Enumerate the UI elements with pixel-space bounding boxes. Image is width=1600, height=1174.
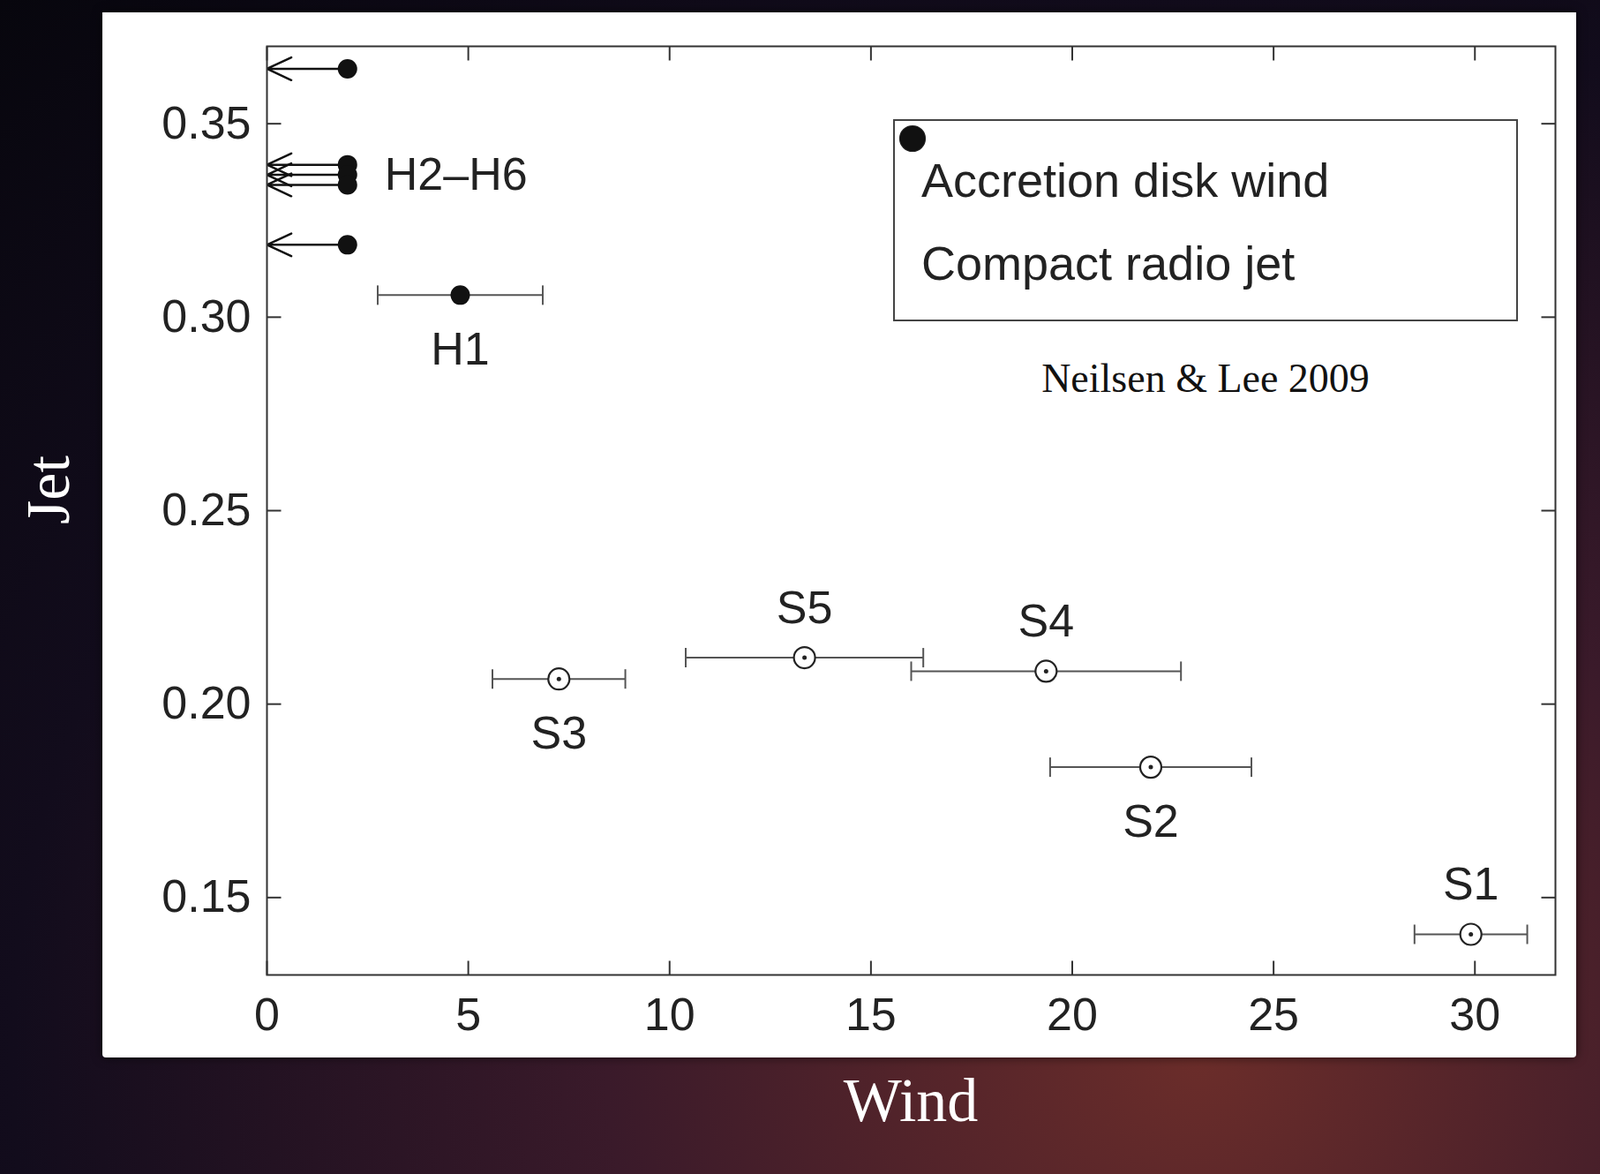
svg-text:15: 15 — [845, 988, 897, 1040]
svg-text:S1: S1 — [1442, 857, 1500, 909]
svg-text:20: 20 — [1046, 988, 1098, 1040]
svg-text:0.30: 0.30 — [161, 290, 251, 342]
svg-text:5: 5 — [455, 988, 481, 1040]
html-text:Compact radio jet: Compact radio jet — [921, 236, 1295, 290]
svg-text:10: 10 — [644, 988, 696, 1040]
html-text:Neilsen & Lee 2009: Neilsen & Lee 2009 — [1041, 355, 1370, 401]
svg-text:H1: H1 — [430, 323, 489, 375]
svg-text:H2–H6: H2–H6 — [384, 148, 528, 200]
svg-text:0: 0 — [254, 988, 280, 1040]
svg-text:0.20: 0.20 — [161, 676, 251, 729]
svg-text:S5: S5 — [776, 581, 834, 633]
svg-text:0.25: 0.25 — [161, 483, 251, 535]
svg-text:25: 25 — [1247, 988, 1300, 1040]
svg-text:S4: S4 — [1018, 594, 1075, 647]
svg-text:S2: S2 — [1122, 795, 1180, 847]
svg-text:0.35: 0.35 — [161, 97, 251, 149]
html-text:Jet: Jet — [14, 455, 83, 525]
svg-text:0.15: 0.15 — [161, 870, 251, 922]
html-text:Wind: Wind — [843, 1066, 979, 1135]
html-text:Accretion disk wind: Accretion disk wind — [921, 153, 1330, 207]
svg-text:30: 30 — [1449, 988, 1501, 1040]
svg-text:S3: S3 — [530, 706, 587, 759]
